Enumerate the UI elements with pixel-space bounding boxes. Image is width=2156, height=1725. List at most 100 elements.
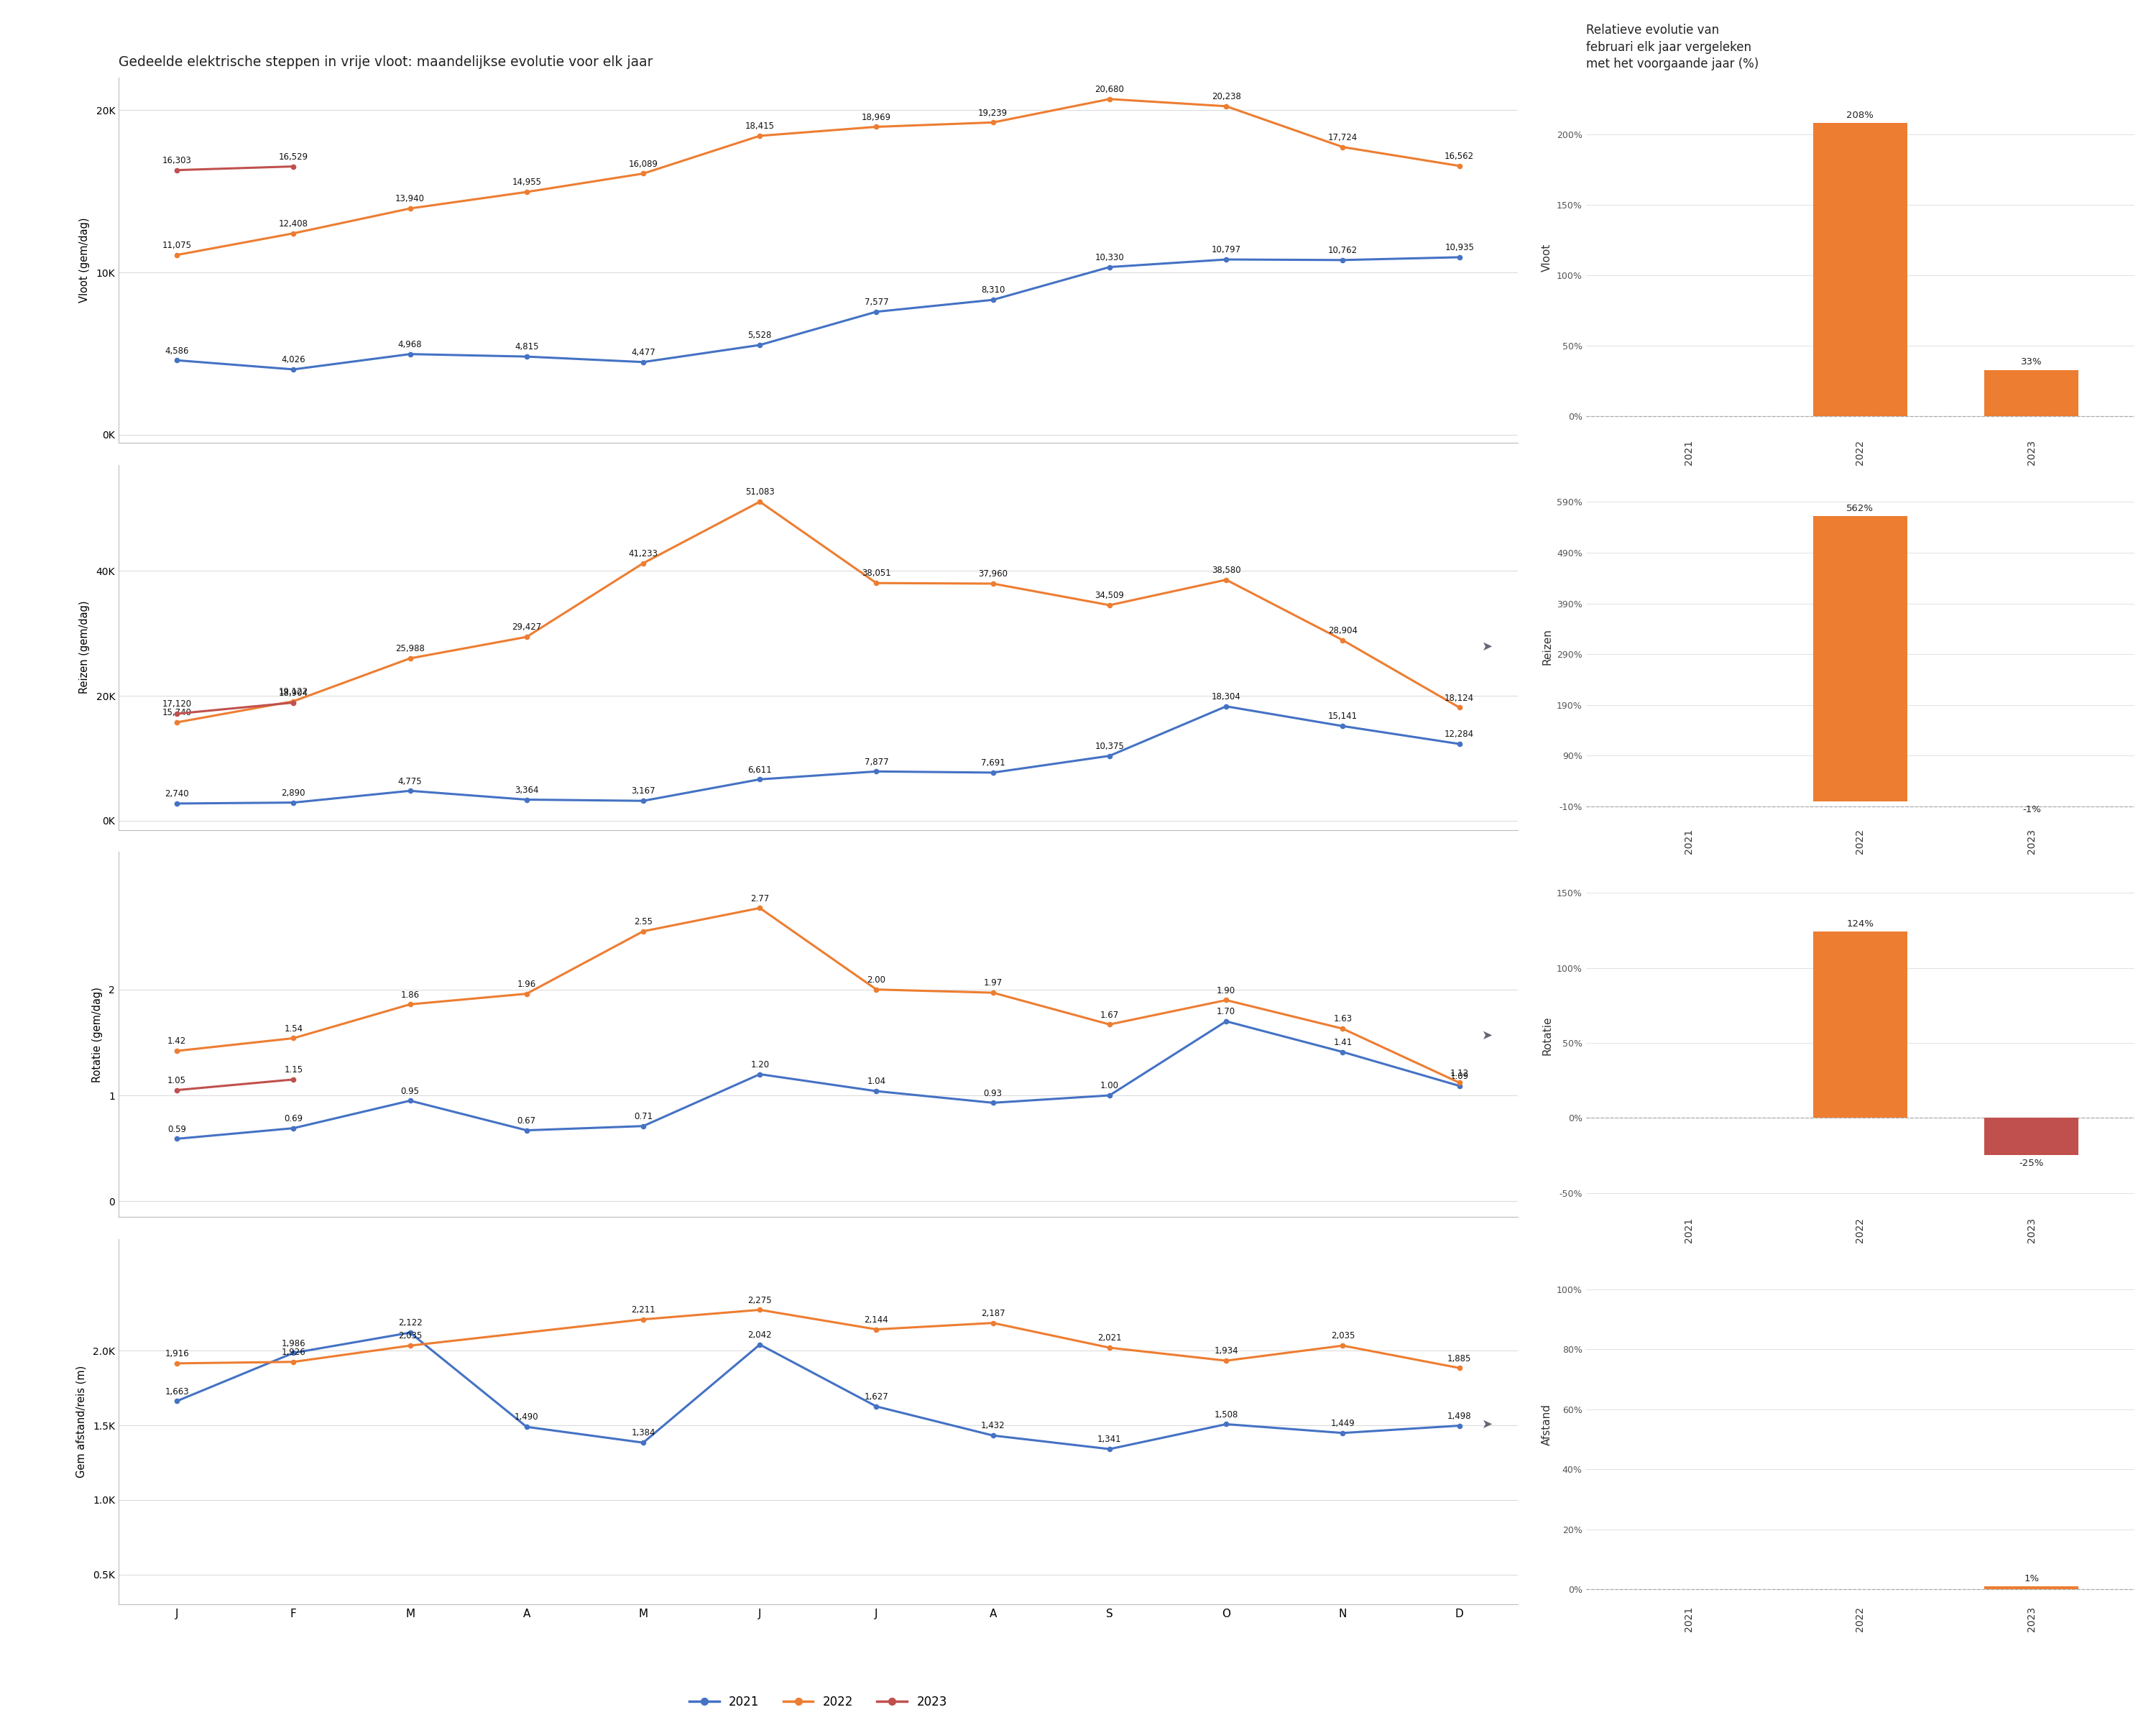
- 2022: [630, 921, 655, 942]
- Text: 6,611: 6,611: [748, 766, 772, 775]
- Text: 4,586: 4,586: [164, 347, 190, 355]
- Text: 12,408: 12,408: [278, 219, 308, 228]
- Text: 18,415: 18,415: [746, 122, 774, 131]
- 2021: [397, 780, 423, 800]
- Text: 0.93: 0.93: [983, 1088, 1003, 1097]
- 2021: [981, 1425, 1007, 1446]
- 2022: [862, 573, 888, 593]
- 2022: [630, 1309, 655, 1330]
- 2022: [280, 1028, 306, 1049]
- 2021: [981, 290, 1007, 310]
- 2022: [397, 198, 423, 219]
- 2022: [513, 181, 539, 202]
- 2022: [981, 982, 1007, 1002]
- Text: 1.41: 1.41: [1332, 1038, 1352, 1047]
- 2021: [630, 352, 655, 373]
- 2021: [397, 1090, 423, 1111]
- Line: 2023: 2023: [175, 1076, 295, 1092]
- 2021: [862, 1082, 888, 1102]
- 2022: [1097, 88, 1123, 109]
- Text: 28,904: 28,904: [1328, 626, 1358, 635]
- Text: 15,740: 15,740: [162, 709, 192, 718]
- Text: 0.59: 0.59: [168, 1125, 185, 1133]
- 2022: [746, 897, 772, 918]
- 2021: [981, 1092, 1007, 1113]
- Y-axis label: Reizen (gem/dag): Reizen (gem/dag): [80, 600, 91, 693]
- Text: 2,042: 2,042: [748, 1330, 772, 1340]
- Text: 10,762: 10,762: [1328, 247, 1358, 255]
- Text: 2,035: 2,035: [399, 1332, 423, 1340]
- 2022: [164, 245, 190, 266]
- 2021: [280, 359, 306, 380]
- Text: 16,089: 16,089: [630, 159, 658, 169]
- 2021: [862, 302, 888, 323]
- Text: 12,284: 12,284: [1445, 730, 1475, 738]
- 2021: [513, 790, 539, 811]
- 2021: [513, 1416, 539, 1437]
- 2023: [164, 704, 190, 724]
- 2021: [862, 1396, 888, 1416]
- Text: 17,724: 17,724: [1328, 133, 1358, 141]
- 2022: [630, 164, 655, 185]
- Text: 2.00: 2.00: [867, 975, 886, 985]
- 2022: [981, 573, 1007, 593]
- 2022: [1097, 595, 1123, 616]
- Text: 19,122: 19,122: [278, 687, 308, 697]
- Text: 1,934: 1,934: [1214, 1347, 1238, 1356]
- Text: 562%: 562%: [1846, 504, 1874, 512]
- Text: 29,427: 29,427: [511, 623, 541, 631]
- Bar: [1984, 1118, 2078, 1156]
- 2023: [164, 1080, 190, 1101]
- 2022: [1214, 990, 1240, 1011]
- Y-axis label: Reizen: Reizen: [1542, 628, 1552, 664]
- 2021: [1447, 733, 1473, 754]
- Text: 25,988: 25,988: [395, 643, 425, 654]
- Text: 51,083: 51,083: [746, 488, 774, 497]
- Text: 10,797: 10,797: [1212, 245, 1242, 255]
- Text: 19,239: 19,239: [979, 109, 1007, 117]
- Line: 2022: 2022: [175, 500, 1462, 724]
- Text: 1.90: 1.90: [1216, 987, 1235, 995]
- Text: ➤: ➤: [1481, 1028, 1492, 1042]
- 2023: [280, 692, 306, 712]
- Text: 0.69: 0.69: [285, 1114, 302, 1123]
- 2021: [746, 335, 772, 355]
- Text: 2,187: 2,187: [981, 1309, 1005, 1318]
- Text: 18,904: 18,904: [278, 688, 308, 699]
- 2022: [1330, 1018, 1356, 1038]
- 2023: [280, 1070, 306, 1090]
- Y-axis label: Rotatie: Rotatie: [1542, 1016, 1552, 1056]
- 2022: [513, 626, 539, 647]
- 2021: [513, 1120, 539, 1140]
- 2021: [397, 1323, 423, 1344]
- Text: 1,986: 1,986: [282, 1339, 306, 1347]
- Line: 2021: 2021: [175, 704, 1462, 806]
- 2021: [164, 1128, 190, 1149]
- Text: 1,384: 1,384: [632, 1428, 655, 1439]
- 2022: [1447, 1358, 1473, 1378]
- Legend: 2021, 2022, 2023: 2021, 2022, 2023: [683, 1690, 951, 1713]
- Text: 38,580: 38,580: [1212, 566, 1240, 574]
- Text: 1,508: 1,508: [1214, 1409, 1238, 1420]
- Y-axis label: Vloot: Vloot: [1542, 243, 1552, 273]
- Text: 10,935: 10,935: [1445, 243, 1475, 252]
- Text: 1.67: 1.67: [1100, 1011, 1119, 1019]
- Text: 15,141: 15,141: [1328, 712, 1358, 721]
- Text: 1.86: 1.86: [401, 990, 420, 999]
- Text: 1.96: 1.96: [517, 980, 537, 988]
- Text: 1,916: 1,916: [164, 1349, 190, 1359]
- Text: 17,120: 17,120: [162, 700, 192, 709]
- Y-axis label: Rotatie (gem/dag): Rotatie (gem/dag): [93, 987, 103, 1082]
- Text: 2,275: 2,275: [748, 1295, 772, 1306]
- Text: 3,364: 3,364: [515, 785, 539, 795]
- 2022: [862, 117, 888, 138]
- 2021: [1330, 1042, 1356, 1063]
- Text: 2,890: 2,890: [282, 788, 306, 797]
- 2022: [1330, 630, 1356, 650]
- 2021: [862, 761, 888, 781]
- Text: 1.42: 1.42: [168, 1037, 185, 1045]
- 2022: [746, 492, 772, 512]
- Text: 1,432: 1,432: [981, 1421, 1005, 1430]
- 2022: [1330, 136, 1356, 157]
- Line: 2022: 2022: [175, 906, 1462, 1085]
